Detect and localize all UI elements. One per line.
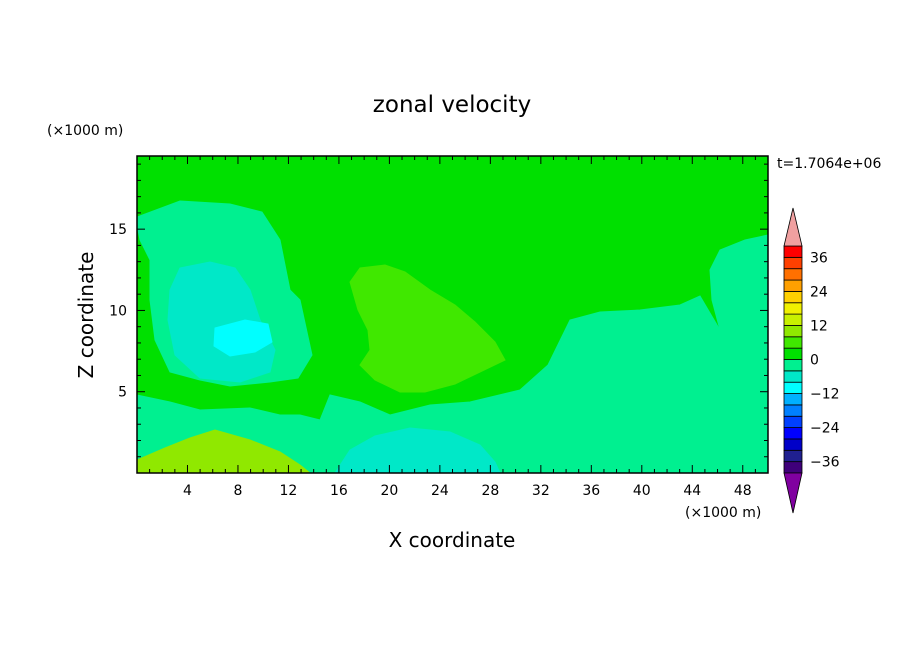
colorbar-bin	[783, 449, 803, 463]
y-tick-label: 5	[118, 385, 127, 401]
colorbar-bin	[783, 313, 803, 326]
colorbar-under-arrow	[783, 472, 803, 514]
x-axis-ticks: 4 8 12 16 20 24 28 32 36 40 44 48	[149, 156, 756, 499]
x-tick-label: 8	[233, 483, 242, 499]
x-tick-label: 4	[183, 483, 192, 499]
x-tick-label: 32	[532, 483, 550, 499]
contour-regions	[137, 156, 768, 473]
x-units-label: (×1000 m)	[685, 505, 761, 521]
colorbar-bin	[783, 404, 803, 417]
y-tick-label: 10	[109, 303, 127, 319]
colorbar-bin	[783, 393, 803, 406]
colorbar-bin	[783, 256, 803, 270]
x-tick-label: 24	[431, 483, 449, 499]
chart-title: zonal velocity	[373, 92, 531, 118]
colorbar-bin	[783, 415, 803, 429]
colorbar-bin	[783, 370, 803, 383]
colorbar-tick-label: −36	[810, 455, 840, 471]
colorbar-bin	[783, 302, 803, 315]
colorbar-tick-label: −12	[810, 387, 840, 403]
colorbar-tick-label: 12	[810, 318, 828, 334]
y-tick-label: 15	[109, 222, 127, 238]
time-label: t=1.7064e+06	[777, 156, 881, 172]
colorbar: 36 24 12 0 −12 −24 −36	[783, 207, 840, 514]
colorbar-tick-label: −24	[810, 421, 840, 437]
colorbar-tick-label: 24	[810, 284, 828, 300]
contour-region	[137, 429, 311, 473]
colorbar-tick-label: 0	[810, 353, 819, 369]
colorbar-bin	[783, 325, 803, 338]
colorbar-bin	[783, 347, 803, 360]
x-tick-label: 40	[633, 483, 651, 499]
colorbar-bin	[783, 279, 803, 292]
colorbar-tick-label: 36	[810, 250, 828, 266]
x-axis-label: X coordinate	[389, 528, 516, 552]
colorbar-bin	[783, 336, 803, 349]
x-tick-label: 28	[481, 483, 499, 499]
colorbar-bin	[783, 427, 803, 440]
contour-region	[213, 319, 273, 357]
x-tick-label: 16	[330, 483, 348, 499]
colorbar-bin	[783, 438, 803, 451]
y-axis-label: Z coordinate	[74, 252, 98, 379]
colorbar-over-arrow	[783, 207, 803, 247]
colorbar-bin	[783, 381, 803, 394]
colorbar-bin	[783, 268, 803, 281]
colorbar-bin	[783, 461, 803, 474]
x-tick-label: 48	[734, 483, 752, 499]
contour-region	[349, 264, 506, 393]
colorbar-bin	[783, 290, 803, 304]
x-tick-label: 20	[380, 483, 398, 499]
colorbar-bin	[783, 359, 803, 372]
colorbar-bin	[783, 245, 803, 258]
x-tick-label: 44	[683, 483, 701, 499]
x-tick-label: 36	[582, 483, 600, 499]
y-units-label: (×1000 m)	[47, 123, 123, 139]
y-axis-ticks: 5 10 15	[109, 163, 768, 458]
contour-region	[334, 427, 501, 473]
x-tick-label: 12	[280, 483, 298, 499]
